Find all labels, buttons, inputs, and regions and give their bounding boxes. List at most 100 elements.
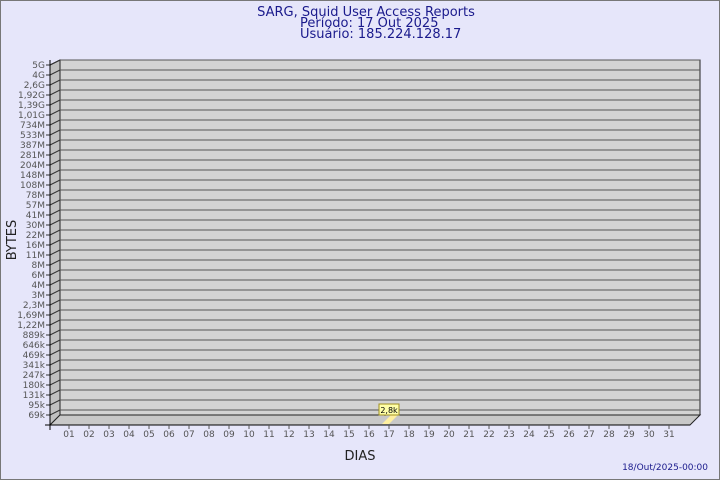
- bar: [382, 414, 399, 424]
- y-tick-label: 148M: [20, 171, 45, 181]
- y-tick-label: 3M: [32, 291, 46, 301]
- y-tick-label: 5G: [32, 61, 45, 71]
- grid-side-line: [49, 259, 61, 266]
- x-tick-label: 10: [243, 430, 255, 440]
- grid-side-line: [49, 369, 61, 376]
- x-tick-label: 07: [183, 430, 194, 440]
- grid-side-line: [49, 309, 61, 316]
- bar-label-box: [378, 403, 400, 416]
- y-tick-label: 4M: [32, 281, 46, 291]
- y-tick-label: 57M: [26, 201, 45, 211]
- x-tick-label: 11: [263, 430, 274, 440]
- grid-side-line: [49, 189, 61, 196]
- y-tick-label: 1,92G: [18, 91, 45, 101]
- grid-side-line: [49, 279, 61, 286]
- y-tick-label: 16M: [26, 241, 45, 251]
- generated-date: 18/Out/2025-00:00: [622, 463, 708, 473]
- y-tick-label: 341k: [23, 361, 46, 371]
- grid-side-line: [49, 99, 61, 106]
- grid-side-line: [49, 119, 61, 126]
- x-tick-label: 23: [503, 430, 514, 440]
- y-tick-label: 247k: [23, 371, 46, 381]
- x-tick-label: 17: [383, 430, 394, 440]
- x-tick-label: 12: [283, 430, 294, 440]
- grid-side-line: [49, 359, 61, 366]
- grid-side-line: [49, 169, 61, 176]
- y-tick-label: 78M: [26, 191, 45, 201]
- x-tick-label: 21: [463, 430, 474, 440]
- x-tick-label: 24: [523, 430, 535, 440]
- y-tick-label: 22M: [26, 231, 45, 241]
- chart-period: Período: 17 Out 2025: [300, 16, 438, 31]
- x-tick-label: 31: [663, 430, 674, 440]
- grid-side-line: [49, 179, 61, 186]
- x-tick-label: 19: [423, 430, 435, 440]
- y-tick-label: 4G: [32, 71, 45, 81]
- grid-side-line: [49, 109, 61, 116]
- grid-side-line: [49, 319, 61, 326]
- grid-side-line: [49, 269, 61, 276]
- x-axis-label: DIAS: [345, 449, 376, 464]
- x-tick-label: 25: [543, 430, 554, 440]
- x-tick-label: 26: [563, 430, 575, 440]
- grid-side-line: [49, 409, 61, 416]
- x-tick-label: 08: [203, 430, 215, 440]
- x-tick-label: 02: [83, 430, 94, 440]
- y-tick-label: 2,6G: [24, 81, 45, 91]
- y-tick-label: 69k: [28, 411, 45, 421]
- y-tick-label: 30M: [26, 221, 45, 231]
- y-tick-label: 180k: [23, 381, 46, 391]
- grid-side-line: [49, 229, 61, 236]
- grid-side-line: [49, 289, 61, 296]
- x-tick-label: 20: [443, 430, 455, 440]
- grid-side-line: [49, 329, 61, 336]
- chart-title: SARG, Squid User Access Reports: [257, 5, 475, 20]
- grid-side-line: [49, 349, 61, 356]
- grid-side-line: [49, 209, 61, 216]
- y-tick-label: 2,3M: [23, 301, 45, 311]
- x-tick-label: 04: [123, 430, 135, 440]
- y-tick-label: 95k: [28, 401, 45, 411]
- grid-side-line: [49, 239, 61, 246]
- x-tick-label: 01: [63, 430, 74, 440]
- x-tick-label: 28: [603, 430, 615, 440]
- x-tick-label: 30: [643, 430, 655, 440]
- y-axis-label: BYTES: [5, 220, 20, 261]
- grid-side-line: [49, 389, 61, 396]
- grid-side-line: [49, 59, 61, 66]
- grid-side-line: [49, 249, 61, 256]
- y-tick-label: 131k: [23, 391, 46, 401]
- grid-side-line: [49, 89, 61, 96]
- grid-side-line: [49, 199, 61, 206]
- y-tick-label: 8M: [32, 261, 46, 271]
- x-tick-label: 29: [623, 430, 635, 440]
- grid-side-line: [49, 79, 61, 86]
- y-tick-label: 646k: [23, 341, 46, 351]
- y-tick-label: 469k: [23, 351, 46, 361]
- x-tick-label: 09: [223, 430, 235, 440]
- y-tick-label: 1,01G: [18, 111, 45, 121]
- grid-side-line: [49, 399, 61, 406]
- x-tick-label: 06: [163, 430, 175, 440]
- y-tick-label: 281M: [20, 151, 45, 161]
- plot-floor: [48, 414, 702, 426]
- y-tick-label: 11M: [26, 251, 45, 261]
- grid-side-line: [49, 129, 61, 136]
- x-tick-label: 15: [343, 430, 354, 440]
- grid-side-line: [49, 69, 61, 76]
- y-tick-label: 734M: [20, 121, 45, 131]
- y-tick-label: 108M: [20, 181, 45, 191]
- grid-side-line: [49, 149, 61, 156]
- y-tick-label: 6M: [32, 271, 46, 281]
- bar-label: 2,8k: [380, 406, 398, 415]
- grid-side-line: [49, 139, 61, 146]
- y-tick-label: 889k: [23, 331, 46, 341]
- x-tick-label: 16: [363, 430, 375, 440]
- y-tick-label: 533M: [20, 131, 45, 141]
- y-tick-label: 1,22M: [17, 321, 45, 331]
- y-tick-label: 1,39G: [18, 101, 45, 111]
- x-tick-label: 05: [143, 430, 154, 440]
- y-tick-label: 41M: [26, 211, 45, 221]
- y-tick-label: 1,69M: [17, 311, 45, 321]
- x-tick-label: 03: [103, 430, 114, 440]
